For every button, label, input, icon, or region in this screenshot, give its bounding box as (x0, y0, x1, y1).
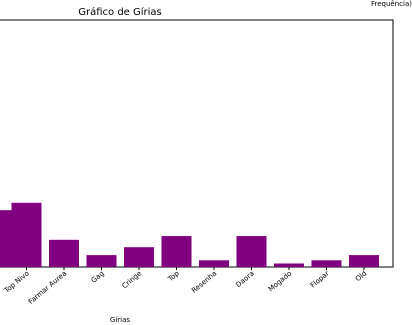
bar-top (161, 236, 192, 267)
bar-cut-left-2 (11, 202, 42, 267)
bar-cut-left-1 (0, 210, 15, 267)
x-tick-label-top: Top (166, 269, 181, 284)
x-tick-label-gag: Gag (90, 269, 106, 284)
bar-cringe (124, 247, 154, 267)
bar-old (349, 255, 379, 267)
x-tick-label-farmar-aurea: Farmar Aurea (27, 269, 68, 305)
bar-farmar-aurea (49, 239, 79, 267)
x-tick-label-cringe: Cringe (121, 269, 144, 290)
bar-mogado (274, 263, 304, 267)
x-tick-label-mogado: Mogado (267, 269, 293, 293)
plot-frame (0, 19, 394, 268)
bar-resenha (199, 260, 229, 267)
x-tick-label-cut: Top Nivo (2, 269, 31, 295)
x-tick-label-old: Old (354, 269, 368, 283)
chart-title: Gráfico de Gírias (78, 6, 162, 18)
bar-daora (236, 236, 267, 267)
x-tick-label-resenha: Resenha (190, 269, 218, 294)
bars (0, 202, 379, 267)
plot-axes (0, 19, 394, 268)
bar-flopar (311, 260, 342, 267)
x-axis-label: Gírias (110, 316, 130, 324)
x-tick-label-daora: Daora (234, 269, 255, 289)
bar-gag (86, 255, 117, 267)
x-tick-label-flopar: Flopar (309, 269, 331, 289)
cut-top-text: Frequência) (371, 0, 412, 8)
